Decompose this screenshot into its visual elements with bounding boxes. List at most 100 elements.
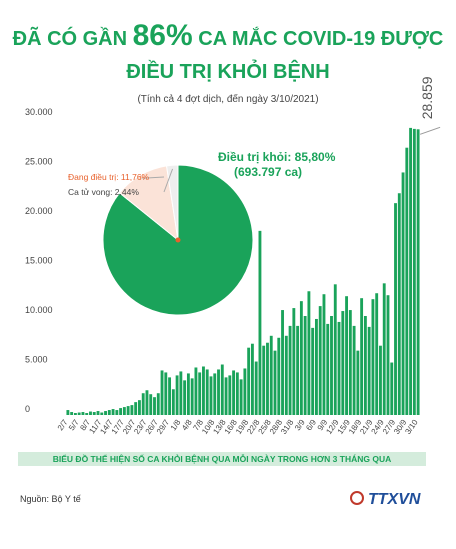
leader-line [163,168,174,193]
pie-label: Đang điều trị: 11,76% [68,172,150,182]
bar [134,402,138,415]
bar [126,406,130,415]
bar [186,373,190,415]
bar [198,372,202,415]
caption: BIỂU ĐỒ THỂ HIỆN SỐ CA KHỎI BỆNH QUA MỖI… [53,453,391,464]
bar [363,316,367,415]
bar [401,172,405,415]
bar [386,295,390,415]
bar [119,408,123,415]
bar [330,316,333,415]
bar [409,127,413,416]
annotation-arrow [419,126,441,135]
bar [100,412,104,415]
bar [202,366,205,415]
bar [145,390,149,415]
y-tick-label: 30.000 [25,107,53,117]
bar [371,299,375,415]
caption-band [18,452,426,466]
bar [367,326,371,415]
bar [303,316,307,415]
bar [375,293,379,415]
bar [115,410,119,415]
bar [379,345,382,415]
plot: 05.00010.00015.00020.00025.00030.0002/75… [25,76,441,436]
bar [345,296,348,415]
y-tick-label: 25.000 [25,157,53,167]
bar [164,372,168,415]
subtitle: (Tính cả 4 đợt dịch, đến ngày 3/10/2021) [137,93,318,105]
bar [141,393,145,415]
bar [281,310,284,415]
bar [307,291,311,415]
bar [296,325,300,415]
y-tick-label: 5.000 [25,355,48,365]
bar [217,369,220,415]
bar [220,364,224,415]
bar [160,370,164,415]
bar [318,306,322,415]
bar [243,368,247,415]
pie-slice [165,164,179,241]
bar [168,377,171,415]
bar [405,147,409,415]
pie-label: Điều trị khỏi: 85,80% [218,150,336,164]
bar [70,412,74,415]
bar [235,372,239,415]
bar [382,283,386,415]
bar [73,413,77,415]
y-tick-label: 10.000 [25,305,53,315]
title-part: ĐÃ CÓ GẦN [13,26,133,50]
bar [299,301,303,415]
bar [416,129,420,415]
leader-line [142,176,165,179]
bar [266,342,269,415]
bar [273,350,277,415]
bar [156,393,160,415]
bar [232,370,236,415]
bar [397,193,401,415]
bar [360,298,364,415]
bar [179,371,183,415]
bar [322,294,326,415]
bar [213,373,217,415]
y-tick-label: 15.000 [25,256,53,266]
title-part: CA MẮC COVID-19 ĐƯỢC [193,26,444,50]
bar [66,410,70,415]
bar [284,335,288,415]
bar [262,345,266,415]
bar [205,369,209,415]
bar [122,407,126,415]
bar [175,375,179,415]
bar [209,376,213,415]
bar [288,325,292,415]
pie-center [175,237,181,243]
bar [341,311,345,415]
bar [356,350,360,415]
bar [247,347,251,415]
value-label: 28.859 [419,76,435,119]
bar [254,361,258,415]
bar [104,411,107,415]
title-highlight: 86% [133,19,193,52]
bar [183,380,187,415]
bar [315,318,318,415]
x-tick-label: 3/10 [403,418,420,436]
bar [130,405,134,415]
bar [333,284,337,415]
title-line2: ĐIỀU TRỊ KHỎI BỆNH [126,59,329,83]
logo-icon [350,491,364,505]
bar [292,308,296,415]
bar [311,327,315,415]
y-tick-label: 20.000 [25,206,53,216]
source: Nguồn: Bộ Y tế [20,494,81,504]
pie-annotation: (693.797 ca) [234,165,302,179]
bar [224,377,228,415]
bar [239,379,243,415]
bar [277,337,281,415]
bar [394,203,397,415]
pie-label: Ca tử vong: 2,44% [68,187,139,197]
bar [92,412,96,415]
bar [228,375,232,415]
